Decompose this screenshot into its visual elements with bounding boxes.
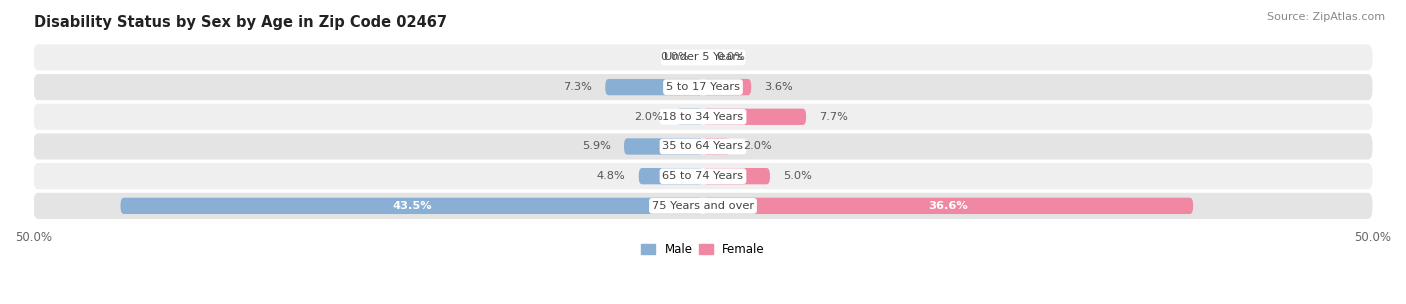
- FancyBboxPatch shape: [703, 168, 770, 184]
- FancyBboxPatch shape: [624, 138, 703, 155]
- Text: 18 to 34 Years: 18 to 34 Years: [662, 112, 744, 122]
- Text: 4.8%: 4.8%: [596, 171, 626, 181]
- Text: Under 5 Years: Under 5 Years: [664, 52, 742, 62]
- Text: 75 Years and over: 75 Years and over: [652, 201, 754, 211]
- Text: 0.0%: 0.0%: [717, 52, 745, 62]
- Text: 65 to 74 Years: 65 to 74 Years: [662, 171, 744, 181]
- Text: 7.3%: 7.3%: [562, 82, 592, 92]
- Text: 5.0%: 5.0%: [783, 171, 813, 181]
- Text: 43.5%: 43.5%: [392, 201, 432, 211]
- Legend: Male, Female: Male, Female: [637, 238, 769, 261]
- Text: 36.6%: 36.6%: [928, 201, 967, 211]
- Text: 5.9%: 5.9%: [582, 141, 610, 151]
- Text: 5 to 17 Years: 5 to 17 Years: [666, 82, 740, 92]
- FancyBboxPatch shape: [34, 163, 1372, 189]
- FancyBboxPatch shape: [121, 198, 703, 214]
- FancyBboxPatch shape: [605, 79, 703, 95]
- Text: 2.0%: 2.0%: [744, 141, 772, 151]
- Text: Source: ZipAtlas.com: Source: ZipAtlas.com: [1267, 12, 1385, 22]
- FancyBboxPatch shape: [703, 138, 730, 155]
- FancyBboxPatch shape: [703, 109, 806, 125]
- Text: Disability Status by Sex by Age in Zip Code 02467: Disability Status by Sex by Age in Zip C…: [34, 15, 447, 30]
- Text: 3.6%: 3.6%: [765, 82, 793, 92]
- FancyBboxPatch shape: [34, 133, 1372, 160]
- FancyBboxPatch shape: [34, 44, 1372, 71]
- Text: 2.0%: 2.0%: [634, 112, 662, 122]
- FancyBboxPatch shape: [34, 74, 1372, 100]
- FancyBboxPatch shape: [703, 198, 1194, 214]
- FancyBboxPatch shape: [34, 104, 1372, 130]
- FancyBboxPatch shape: [34, 193, 1372, 219]
- Text: 7.7%: 7.7%: [820, 112, 848, 122]
- FancyBboxPatch shape: [676, 109, 703, 125]
- Text: 35 to 64 Years: 35 to 64 Years: [662, 141, 744, 151]
- FancyBboxPatch shape: [703, 79, 751, 95]
- Text: 0.0%: 0.0%: [661, 52, 689, 62]
- FancyBboxPatch shape: [638, 168, 703, 184]
